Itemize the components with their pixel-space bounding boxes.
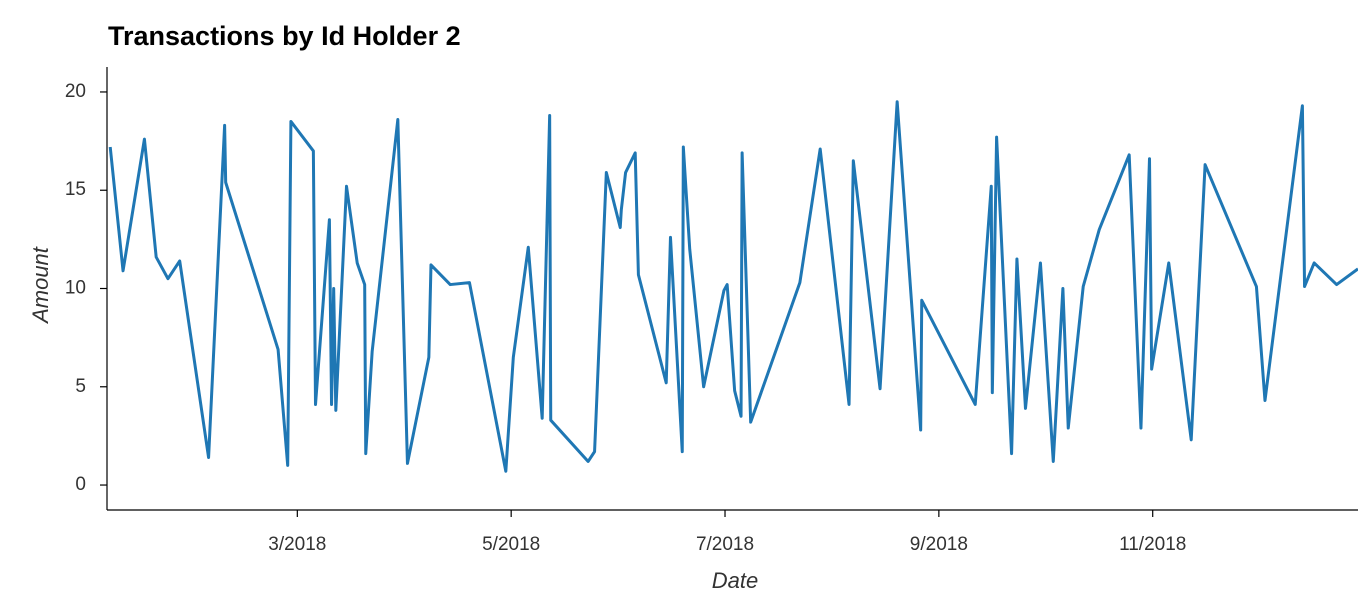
y-tick-label: 20 [65,81,86,102]
x-axis-label: Date [712,568,758,593]
y-tick-label: 10 [65,278,86,299]
x-tick-label: 3/2018 [268,534,326,555]
data-line [108,100,1358,473]
x-tick-label: 9/2018 [910,534,968,555]
y-axis-label: Amount [28,246,53,325]
x-tick-label: 7/2018 [696,534,754,555]
y-tick-label: 15 [65,179,86,200]
x-tick-label: 5/2018 [482,534,540,555]
chart-title: Transactions by Id Holder 2 [108,21,461,51]
x-tick-label: 11/2018 [1119,534,1186,555]
y-tick-label: 5 [75,376,86,397]
y-tick-label: 0 [75,474,86,495]
